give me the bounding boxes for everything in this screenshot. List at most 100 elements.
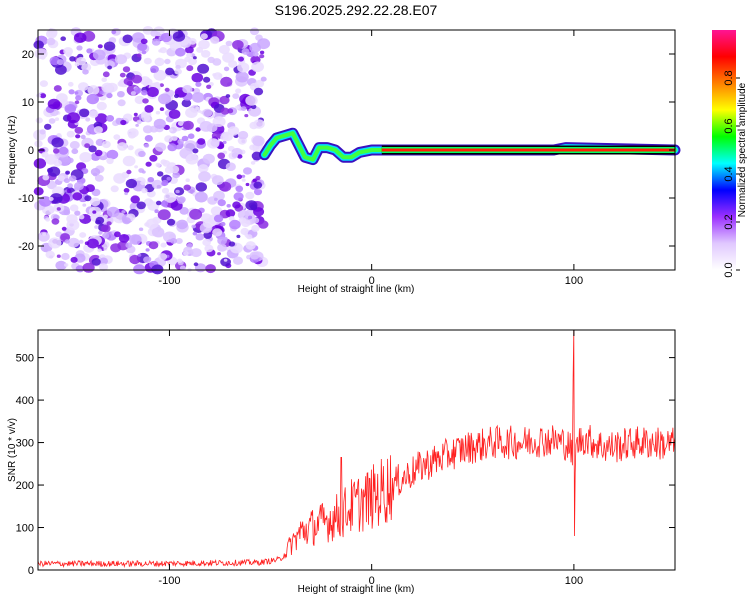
- noise-blob: [175, 189, 180, 194]
- noise-blob: [78, 214, 85, 220]
- noise-blob: [60, 233, 71, 242]
- noise-blob: [142, 125, 153, 134]
- noise-blob: [244, 114, 249, 118]
- noise-blob: [44, 123, 52, 130]
- x-tick-label: -100: [158, 275, 180, 287]
- noise-blob: [217, 199, 226, 207]
- noise-blob: [102, 140, 111, 149]
- noise-blob: [151, 179, 163, 189]
- noise-blob: [217, 252, 221, 256]
- noise-blob: [219, 95, 230, 105]
- noise-blob: [172, 172, 180, 179]
- noise-blob: [182, 85, 193, 94]
- noise-blob: [184, 56, 191, 63]
- noise-blob: [76, 45, 83, 51]
- noise-blob: [106, 206, 120, 218]
- noise-blob: [188, 38, 197, 45]
- noise-blob: [161, 187, 170, 194]
- noise-blob: [253, 87, 264, 96]
- noise-blob: [144, 105, 154, 113]
- noise-blob: [140, 180, 146, 186]
- noise-blob: [260, 76, 267, 82]
- noise-blob: [66, 219, 80, 231]
- noise-blob: [223, 66, 230, 72]
- noise-blob: [47, 98, 61, 110]
- noise-blob: [129, 234, 142, 245]
- noise-blob: [253, 181, 263, 189]
- noise-blob: [159, 83, 164, 88]
- noise-blob: [200, 33, 208, 40]
- noise-region: [33, 26, 271, 275]
- noise-blob: [33, 187, 44, 196]
- colorbar-tick-label: 0.2: [723, 214, 735, 229]
- noise-blob: [66, 188, 72, 193]
- noise-blob: [63, 47, 73, 56]
- noise-blob: [66, 130, 75, 138]
- noise-blob: [217, 116, 223, 121]
- noise-blob: [35, 117, 43, 124]
- noise-blob: [212, 228, 223, 237]
- noise-blob: [136, 201, 146, 210]
- noise-blob: [195, 127, 201, 132]
- noise-blob: [86, 48, 93, 54]
- noise-blob: [96, 101, 107, 111]
- noise-blob: [143, 57, 152, 65]
- noise-blob: [60, 36, 66, 41]
- noise-blob: [117, 99, 126, 107]
- noise-blob: [117, 91, 125, 98]
- x-tick-label: 100: [565, 275, 583, 287]
- noise-blob: [149, 154, 158, 162]
- noise-blob: [201, 50, 211, 58]
- snr-ticks: -100 0 100 0 100 200 300 400 500: [16, 330, 675, 587]
- colorbar-gradient: [712, 30, 736, 270]
- y-tick-label: 0: [28, 145, 34, 157]
- noise-blob: [107, 65, 112, 70]
- noise-blob: [141, 114, 151, 122]
- noise-blob: [128, 132, 136, 139]
- noise-blob: [94, 225, 99, 229]
- colorbar-label: Normalized spectral amplitude: [737, 82, 748, 217]
- noise-blob: [123, 77, 133, 85]
- noise-blob: [68, 81, 74, 87]
- noise-blob: [259, 50, 265, 55]
- noise-blob: [155, 142, 167, 152]
- snr-xlabel: Height of straight line (km): [298, 584, 415, 595]
- y-tick-label: 500: [16, 353, 34, 365]
- noise-blob: [138, 227, 144, 232]
- noise-blob: [228, 60, 238, 68]
- noise-blob: [75, 95, 82, 101]
- noise-blob: [197, 138, 206, 145]
- noise-blob: [229, 219, 241, 230]
- noise-blob: [195, 233, 205, 241]
- noise-blob: [218, 44, 230, 55]
- snr-series: [37, 329, 676, 568]
- noise-blob: [203, 76, 211, 83]
- noise-blob: [125, 242, 133, 249]
- noise-blob: [218, 73, 223, 78]
- x-tick-label: -100: [158, 575, 180, 587]
- noise-blob: [74, 126, 84, 134]
- noise-blob: [63, 209, 71, 216]
- noise-blob: [48, 237, 62, 249]
- noise-blob: [143, 256, 152, 264]
- noise-blob: [217, 152, 226, 160]
- noise-blob: [257, 38, 271, 50]
- noise-blob: [225, 40, 233, 47]
- noise-blob: [194, 191, 208, 203]
- noise-blob: [103, 247, 108, 251]
- noise-blob: [146, 86, 159, 98]
- noise-blob: [232, 93, 240, 99]
- noise-blob: [253, 119, 265, 129]
- noise-blob: [84, 195, 92, 202]
- noise-blob: [130, 91, 136, 96]
- noise-blob: [225, 94, 231, 98]
- noise-blob: [171, 135, 178, 141]
- noise-blob: [195, 81, 202, 87]
- noise-blob: [165, 67, 175, 76]
- noise-blob: [202, 153, 215, 164]
- noise-blob: [47, 167, 53, 173]
- noise-blob: [249, 251, 260, 260]
- noise-blob: [202, 108, 213, 118]
- noise-blob: [156, 200, 162, 206]
- noise-blob: [33, 40, 44, 50]
